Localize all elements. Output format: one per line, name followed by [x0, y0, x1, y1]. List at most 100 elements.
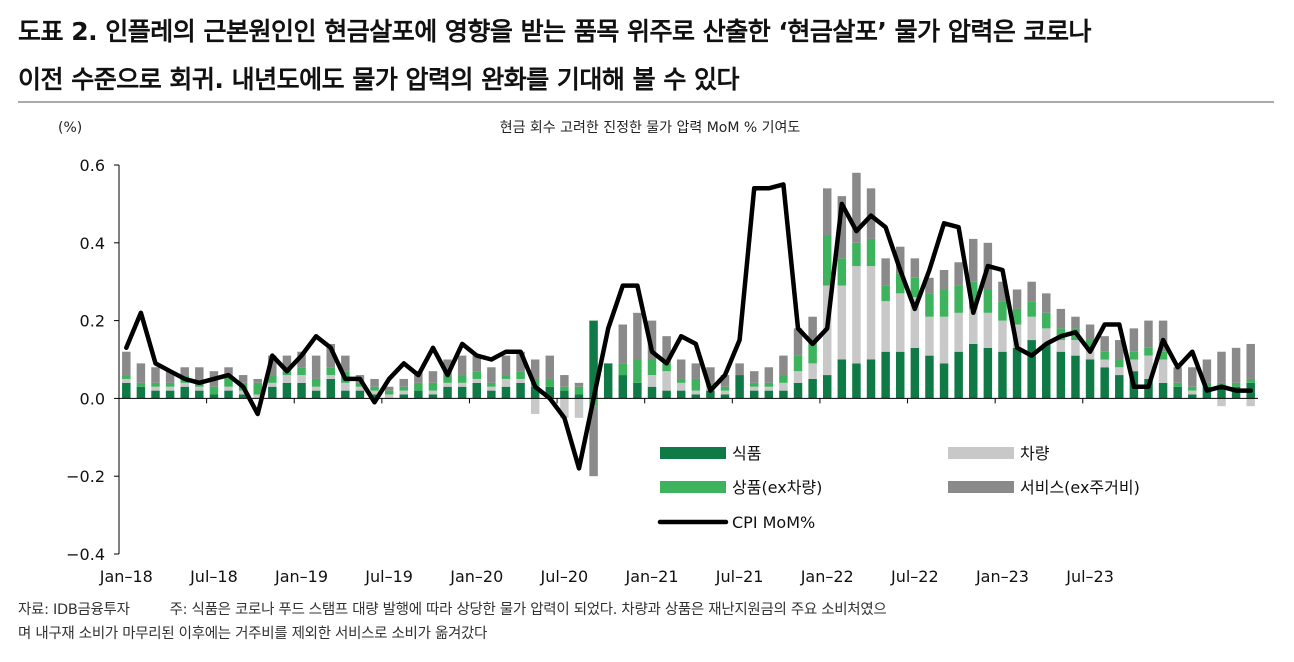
title-line-2: 이전 수준으로 회귀. 내년도에도 물가 압력의 완화를 기대해 볼 수 있다 — [18, 65, 740, 94]
bar-vehicles — [954, 312, 963, 352]
bar-food — [896, 351, 905, 399]
bar-food — [370, 394, 379, 399]
bar-goods — [1012, 308, 1022, 325]
bar-food — [1173, 386, 1182, 399]
bar-services — [530, 359, 540, 379]
bar-goods — [969, 281, 978, 309]
bar-food — [793, 382, 803, 399]
bar-services — [545, 355, 555, 379]
bar-goods — [1085, 340, 1095, 348]
bar-vehicles — [1158, 359, 1168, 383]
bar-food — [545, 386, 555, 399]
bar-food — [676, 390, 686, 399]
bar-vehicles — [662, 371, 671, 391]
bar-vehicles — [180, 382, 189, 387]
bar-food — [1012, 347, 1022, 399]
bar-services — [910, 258, 920, 278]
bar-food — [633, 382, 642, 399]
bar-vehicles — [516, 378, 525, 383]
legend-label-goods: 상품(ex차량) — [732, 478, 822, 497]
bar-services — [1100, 336, 1109, 352]
bar-services — [1173, 367, 1182, 383]
x-tick-label: Jul–23 — [1065, 567, 1114, 586]
bar-services — [896, 246, 905, 274]
x-tick-label: Jul–21 — [715, 567, 764, 586]
note-text-line-2: 며 내구재 소비가 마무리된 이후에는 거주비를 제외한 서비스로 소비가 옮겨… — [18, 626, 488, 642]
bar-food — [910, 347, 920, 399]
bar-services — [224, 367, 233, 376]
bar-vehicles — [1246, 398, 1255, 407]
bar-vehicles — [574, 398, 584, 418]
bar-food — [151, 390, 160, 399]
bar-goods — [1158, 351, 1168, 360]
bar-goods — [779, 375, 788, 383]
bar-vehicles — [487, 386, 496, 391]
bar-services — [457, 355, 467, 376]
bar-services — [1158, 320, 1168, 352]
bar-food — [881, 351, 890, 399]
bar-vehicles — [326, 375, 335, 379]
bar-food — [224, 390, 233, 399]
bar-vehicles — [122, 378, 131, 383]
bar-services — [384, 386, 394, 391]
bar-services — [749, 371, 759, 383]
bar-vehicles — [720, 390, 730, 395]
bar-services — [706, 367, 715, 383]
bar-vehicles — [1144, 355, 1153, 379]
bar-goods — [560, 386, 569, 391]
bar-services — [136, 363, 146, 383]
bar-vehicles — [881, 301, 890, 352]
bar-food — [852, 363, 861, 399]
bar-vehicles — [1115, 367, 1124, 376]
bar-goods — [443, 375, 452, 383]
bar-food — [560, 390, 569, 399]
bar-food — [341, 390, 350, 399]
bar-services — [341, 355, 350, 372]
bar-services — [326, 343, 335, 368]
bar-vehicles — [151, 386, 160, 391]
bar-services — [618, 324, 628, 364]
bar-vehicles — [1100, 359, 1109, 368]
bar-vehicles — [311, 386, 321, 391]
bar-goods — [808, 340, 817, 364]
bar-vehicles — [501, 378, 511, 387]
bar-food — [209, 394, 219, 399]
bar-vehicles — [165, 386, 175, 391]
bar-goods — [297, 367, 306, 376]
bar-food — [1158, 382, 1168, 399]
bar-vehicles — [253, 394, 262, 399]
bar-vehicles — [224, 386, 233, 391]
bar-goods — [501, 375, 511, 379]
note-text: 주: 식품은 코로나 푸드 스탬프 대량 발행에 따라 상당한 물가 압력이 되… — [169, 602, 887, 618]
cpi-line-group — [124, 182, 1253, 471]
bar-vehicles — [910, 297, 920, 348]
bar-services — [1071, 316, 1080, 329]
bar-food — [399, 394, 408, 399]
source-text: 자료: IDB금융투자 — [18, 602, 130, 618]
bar-food — [1217, 386, 1226, 399]
bar-food — [837, 359, 847, 399]
bar-services — [735, 363, 744, 376]
bar-vehicles — [443, 382, 452, 387]
bar-goods — [545, 378, 555, 387]
bar-services — [428, 371, 438, 383]
bar-food — [472, 382, 481, 399]
bar-food — [414, 390, 423, 399]
bar-vehicles — [530, 398, 540, 414]
x-tick-label: Jan–22 — [800, 567, 854, 586]
bar-food — [165, 390, 175, 399]
bar-food — [866, 359, 876, 399]
bar-vehicles — [472, 378, 481, 383]
bar-goods — [720, 386, 730, 391]
bar-food — [939, 363, 949, 399]
bar-goods — [311, 378, 321, 387]
bar-food — [1056, 351, 1066, 399]
bar-services — [282, 355, 292, 372]
bar-vehicles — [1056, 340, 1066, 352]
bar-vehicles — [238, 390, 248, 395]
y-tick-label: −0.4 — [66, 545, 105, 564]
bar-services — [501, 355, 511, 376]
bar-food — [808, 378, 817, 399]
legend-label-vehicles: 차량 — [1020, 444, 1050, 463]
